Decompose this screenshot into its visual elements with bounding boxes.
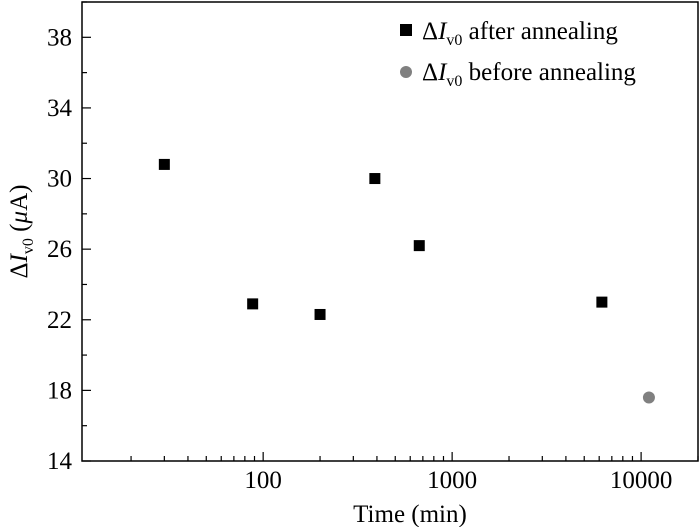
y-tick-label: 22 (47, 307, 72, 334)
y-axis-label: ΔIv0 (μA) (6, 185, 37, 279)
y-axis-label-symbol: I (6, 252, 33, 263)
data-point-square (158, 158, 170, 170)
y-tick-label: 26 (47, 236, 72, 263)
y-tick-label: 14 (47, 448, 73, 475)
data-point-square (413, 240, 425, 252)
data-points (158, 158, 655, 404)
data-point-square (596, 296, 608, 308)
legend-marker-square (400, 24, 412, 36)
legend-item-before-annealing: ΔIv0 before annealing (400, 59, 636, 90)
data-point-square (369, 173, 381, 185)
legend-item-after-annealing: ΔIv0 after annealing (400, 18, 618, 49)
x-tick-label: 10000 (610, 467, 673, 494)
y-axis-label-unit-rest: A) (6, 185, 33, 211)
x-axis-ticks: 100 1000 10000 (130, 452, 699, 494)
axes (81, 1, 699, 462)
y-axis-label-unit-mu: μ (6, 211, 33, 225)
legend-label-after-annealing: ΔIv0 after annealing (422, 18, 618, 49)
y-tick-label: 38 (47, 24, 72, 51)
data-point-square (314, 308, 326, 320)
plot-frame (81, 1, 699, 462)
y-axis-ticks: 14 18 22 26 30 34 38 (47, 1, 91, 475)
legend: ΔIv0 after annealing ΔIv0 before anneali… (400, 18, 636, 90)
y-axis-label-unit-open: ( (6, 223, 33, 238)
y-tick-label: 18 (47, 377, 72, 404)
legend-label-before-annealing: ΔIv0 before annealing (422, 59, 636, 90)
y-tick-label: 34 (47, 95, 73, 122)
y-axis-label-prefix: Δ (6, 262, 33, 278)
x-tick-label: 1000 (427, 467, 477, 494)
x-axis-label: Time (min) (353, 501, 467, 527)
legend-marker-circle (400, 66, 412, 78)
y-axis-label-subscript: v0 (20, 238, 37, 254)
x-tick-label: 100 (244, 467, 282, 494)
y-tick-label: 30 (47, 166, 72, 193)
data-point-square (247, 298, 259, 310)
data-point-circle (642, 391, 655, 404)
